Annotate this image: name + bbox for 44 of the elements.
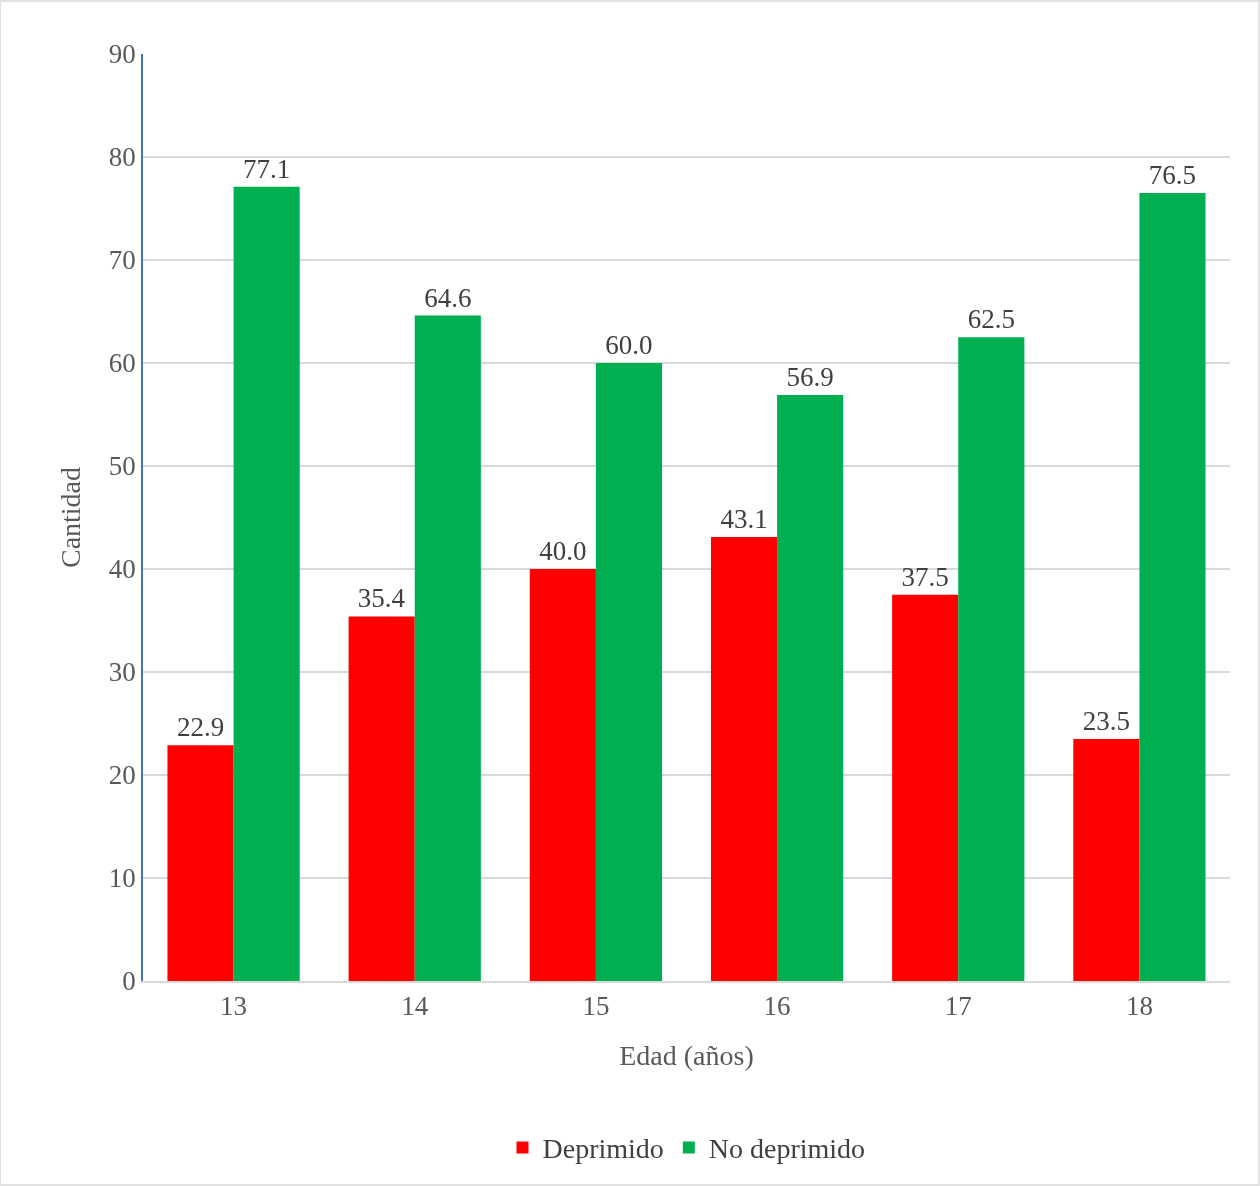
data-label: 37.5 bbox=[901, 561, 949, 592]
data-label: 43.1 bbox=[720, 504, 768, 535]
y-tick-label: 70 bbox=[108, 245, 136, 276]
legend-label: No deprimido bbox=[708, 1133, 866, 1165]
data-label: 22.9 bbox=[176, 712, 225, 743]
x-tick-label: 18 bbox=[1125, 991, 1153, 1022]
bar bbox=[414, 315, 481, 981]
x-tick-label: 13 bbox=[220, 991, 248, 1022]
data-label: 23.5 bbox=[1082, 705, 1130, 736]
bar bbox=[958, 337, 1025, 981]
y-tick-label: 50 bbox=[108, 451, 136, 482]
x-tick-label: 16 bbox=[763, 991, 791, 1022]
y-tick-label: 30 bbox=[108, 657, 136, 688]
data-label: 76.5 bbox=[1148, 160, 1197, 191]
y-tick-label: 90 bbox=[108, 39, 136, 70]
bar bbox=[167, 745, 234, 981]
bar bbox=[892, 594, 959, 981]
bar bbox=[529, 569, 596, 981]
x-tick-label: 14 bbox=[401, 991, 429, 1022]
bar bbox=[348, 616, 415, 981]
data-label: 35.4 bbox=[357, 583, 406, 614]
y-axis-title: Cantidad bbox=[55, 466, 87, 569]
y-tick-label: 80 bbox=[108, 142, 136, 173]
bar bbox=[595, 363, 663, 981]
x-axis-title: Edad (años) bbox=[619, 1039, 754, 1071]
data-label: 60.0 bbox=[605, 330, 653, 360]
legend-label: Deprimido bbox=[542, 1133, 664, 1165]
y-tick-label: 40 bbox=[108, 554, 136, 585]
data-label: 40.0 bbox=[539, 536, 587, 566]
data-label: 64.6 bbox=[424, 282, 472, 313]
y-tick-label: 20 bbox=[108, 760, 136, 791]
bar bbox=[233, 186, 300, 981]
y-tick-label: 60 bbox=[108, 348, 136, 379]
data-label: 62.5 bbox=[967, 304, 1015, 335]
data-label: 77.1 bbox=[243, 153, 291, 184]
x-tick-label: 15 bbox=[582, 991, 610, 1022]
bar bbox=[1139, 193, 1206, 981]
y-tick-label: 10 bbox=[108, 863, 136, 894]
x-tick-label: 17 bbox=[944, 991, 972, 1022]
bar bbox=[1073, 738, 1140, 981]
y-tick-label: 0 bbox=[122, 966, 136, 997]
bar bbox=[710, 537, 778, 981]
bar bbox=[777, 394, 844, 981]
data-label: 56.9 bbox=[786, 361, 834, 392]
